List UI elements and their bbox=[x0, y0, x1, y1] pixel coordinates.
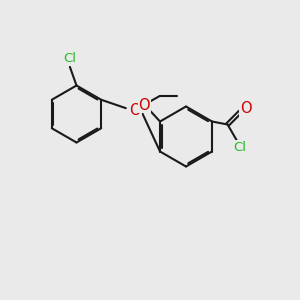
Text: Cl: Cl bbox=[63, 52, 76, 65]
Text: Cl: Cl bbox=[234, 141, 247, 154]
Text: O: O bbox=[138, 98, 150, 112]
Text: O: O bbox=[130, 103, 141, 118]
Text: O: O bbox=[240, 101, 251, 116]
